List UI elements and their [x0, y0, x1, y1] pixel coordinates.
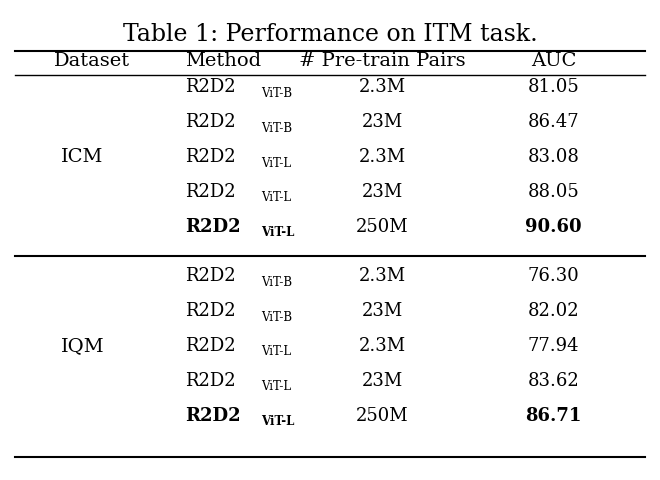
Text: ViT-L: ViT-L — [261, 226, 294, 239]
Text: R2D2: R2D2 — [185, 301, 236, 320]
Text: R2D2: R2D2 — [185, 372, 236, 389]
Text: R2D2: R2D2 — [185, 183, 236, 201]
Text: # Pre-train Pairs: # Pre-train Pairs — [299, 52, 466, 70]
Text: ViT-L: ViT-L — [261, 156, 291, 169]
Text: AUC: AUC — [531, 52, 576, 70]
Text: 81.05: 81.05 — [527, 78, 579, 96]
Text: 23M: 23M — [362, 372, 403, 389]
Text: ICM: ICM — [61, 148, 103, 166]
Text: 88.05: 88.05 — [527, 183, 579, 201]
Text: 23M: 23M — [362, 113, 403, 131]
Text: R2D2: R2D2 — [185, 406, 241, 424]
Text: 83.08: 83.08 — [527, 148, 579, 166]
Text: R2D2: R2D2 — [185, 148, 236, 166]
Text: 23M: 23M — [362, 183, 403, 201]
Text: R2D2: R2D2 — [185, 113, 236, 131]
Text: 83.62: 83.62 — [527, 372, 579, 389]
Text: Method: Method — [185, 52, 261, 70]
Text: 250M: 250M — [356, 406, 409, 424]
Text: Dataset: Dataset — [54, 52, 130, 70]
Text: 77.94: 77.94 — [528, 336, 579, 354]
Text: 90.60: 90.60 — [525, 217, 581, 236]
Text: ViT-L: ViT-L — [261, 191, 291, 204]
Text: 23M: 23M — [362, 301, 403, 320]
Text: IQM: IQM — [61, 336, 104, 354]
Text: 2.3M: 2.3M — [359, 267, 406, 285]
Text: 250M: 250M — [356, 217, 409, 236]
Text: ViT-L: ViT-L — [261, 414, 294, 427]
Text: 2.3M: 2.3M — [359, 336, 406, 354]
Text: 2.3M: 2.3M — [359, 78, 406, 96]
Text: R2D2: R2D2 — [185, 78, 236, 96]
Text: ViT-B: ViT-B — [261, 86, 292, 99]
Text: 82.02: 82.02 — [527, 301, 579, 320]
Text: 86.47: 86.47 — [527, 113, 579, 131]
Text: ViT-B: ViT-B — [261, 121, 292, 134]
Text: 76.30: 76.30 — [527, 267, 579, 285]
Text: R2D2: R2D2 — [185, 267, 236, 285]
Text: 86.71: 86.71 — [525, 406, 581, 424]
Text: R2D2: R2D2 — [185, 217, 241, 236]
Text: ViT-B: ViT-B — [261, 310, 292, 323]
Text: 2.3M: 2.3M — [359, 148, 406, 166]
Text: Table 1: Performance on ITM task.: Table 1: Performance on ITM task. — [123, 23, 537, 46]
Text: R2D2: R2D2 — [185, 336, 236, 354]
Text: ViT-L: ViT-L — [261, 380, 291, 393]
Text: ViT-L: ViT-L — [261, 345, 291, 358]
Text: ViT-B: ViT-B — [261, 275, 292, 288]
